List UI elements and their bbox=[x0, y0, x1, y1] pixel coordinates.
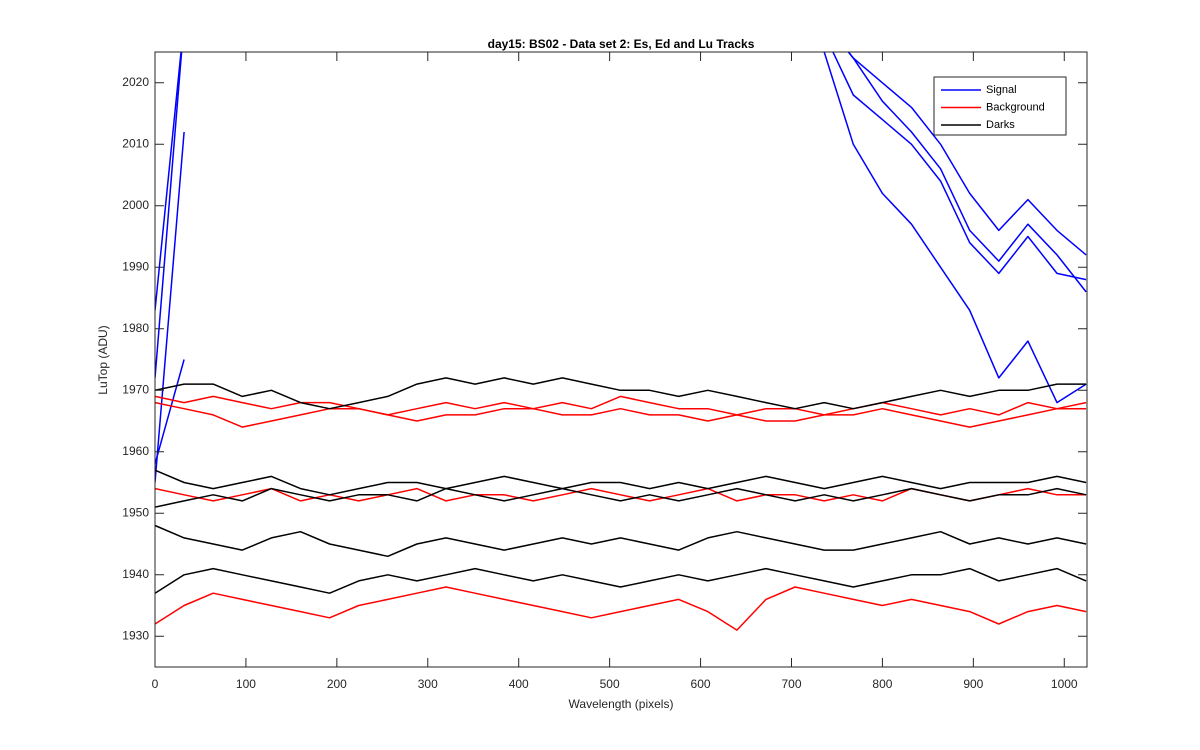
y-tick-label: 1930 bbox=[122, 628, 149, 642]
y-tick-label: 2000 bbox=[122, 198, 149, 212]
x-tick-label: 200 bbox=[327, 677, 347, 691]
plot-area bbox=[155, 52, 1087, 667]
data-line bbox=[155, 52, 1087, 465]
data-line bbox=[155, 567, 1087, 594]
x-tick-label: 700 bbox=[781, 677, 801, 691]
x-tick-label: 600 bbox=[691, 677, 711, 691]
data-line bbox=[155, 401, 1087, 428]
x-tick-label: 300 bbox=[418, 677, 438, 691]
x-tick-label: 500 bbox=[600, 677, 620, 691]
data-line bbox=[155, 586, 1087, 631]
lines bbox=[155, 52, 1087, 631]
legend-label: Darks bbox=[986, 119, 1015, 131]
x-tick-label: 800 bbox=[872, 677, 892, 691]
x-tick-label: 1000 bbox=[1051, 677, 1078, 691]
legend-label: Background bbox=[986, 101, 1045, 113]
x-tick-label: 900 bbox=[963, 677, 983, 691]
x-tick-label: 100 bbox=[236, 677, 256, 691]
legend-label: Signal bbox=[986, 84, 1017, 96]
data-line bbox=[155, 487, 1087, 508]
y-tick-label: 2010 bbox=[122, 136, 149, 150]
data-line bbox=[155, 52, 1087, 483]
y-tick-label: 1960 bbox=[122, 444, 149, 458]
data-line bbox=[155, 524, 1087, 558]
y-tick-label: 1950 bbox=[122, 505, 149, 519]
data-line bbox=[155, 395, 1087, 416]
y-tick-label: 1970 bbox=[122, 382, 149, 396]
x-axis-label: Wavelength (pixels) bbox=[569, 697, 674, 711]
y-tick-label: 1940 bbox=[122, 567, 149, 581]
y-axis-label: LuTop (ADU) bbox=[96, 325, 110, 394]
x-tick-label: 400 bbox=[509, 677, 529, 691]
chart-title: day15: BS02 - Data set 2: Es, Ed and Lu … bbox=[488, 37, 755, 51]
data-line bbox=[155, 377, 1087, 410]
x-tick-label: 0 bbox=[152, 677, 159, 691]
data-line bbox=[155, 469, 1087, 496]
data-line bbox=[155, 52, 1087, 378]
y-tick-label: 1990 bbox=[122, 259, 149, 273]
axes-box bbox=[154, 51, 1088, 668]
legend: Signal Background Darks bbox=[933, 76, 1067, 136]
y-tick-label: 1980 bbox=[122, 321, 149, 335]
y-tick-label: 2020 bbox=[122, 75, 149, 89]
data-line bbox=[155, 52, 1087, 311]
